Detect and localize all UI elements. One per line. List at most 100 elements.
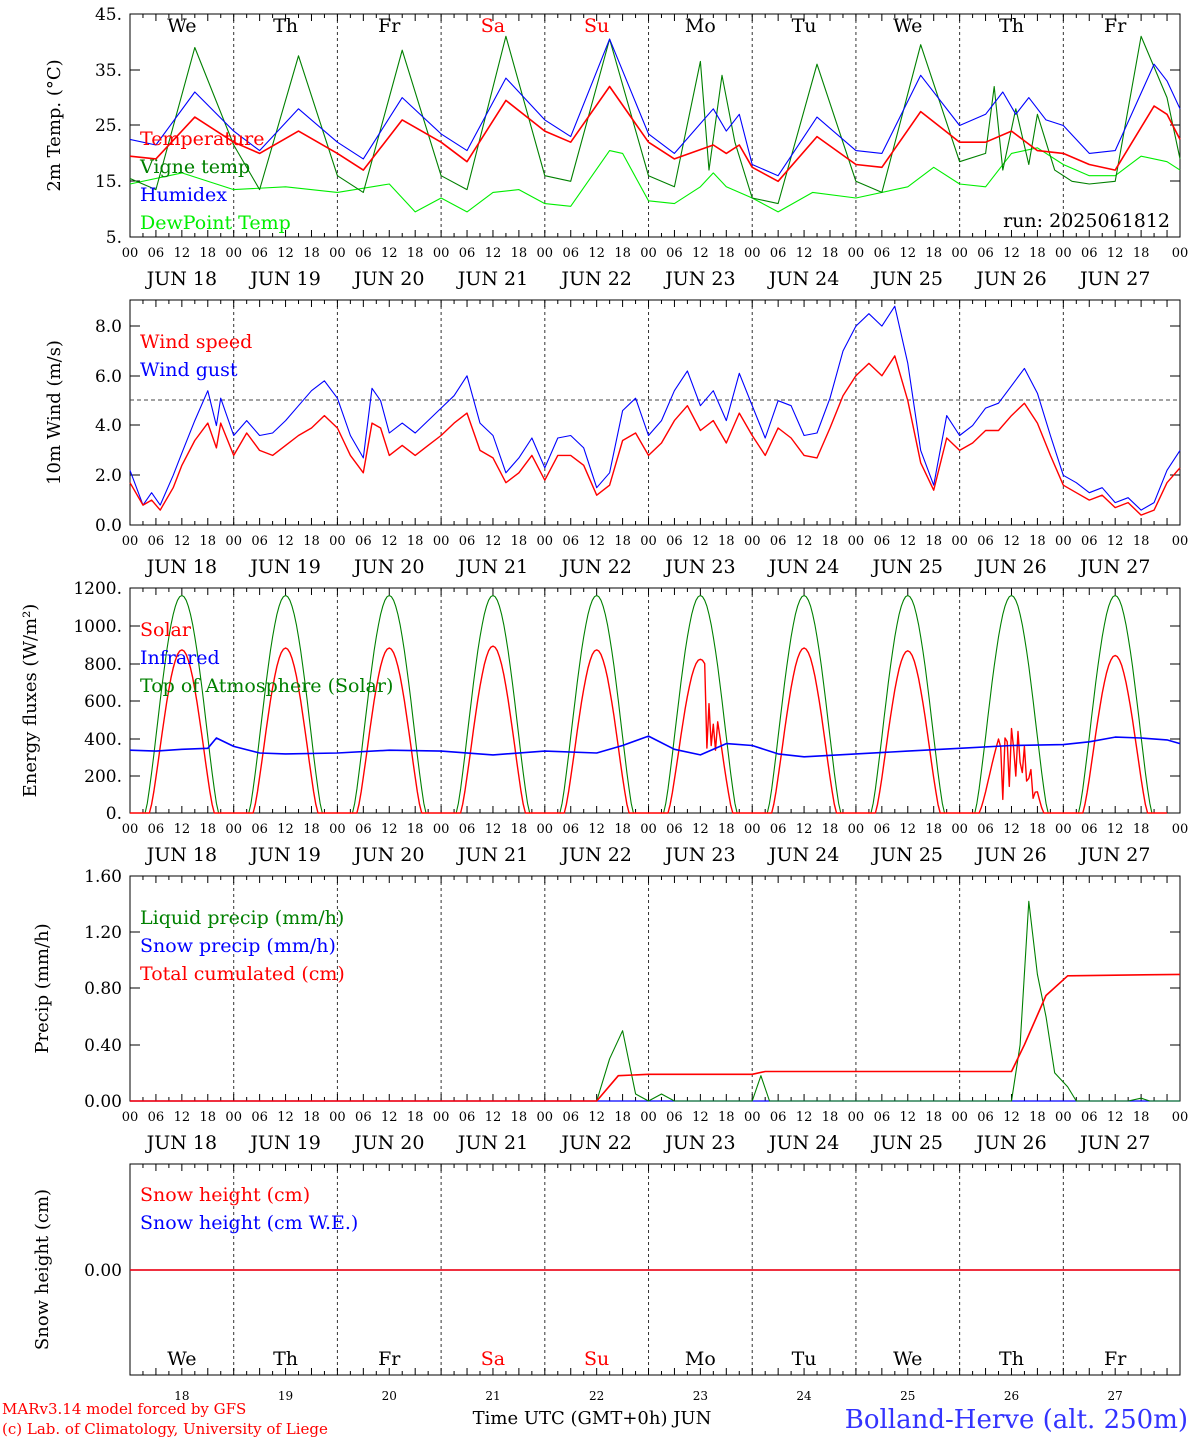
hour-tick-label: 12 (796, 534, 813, 549)
hour-tick-label: 06 (251, 1110, 268, 1125)
y-axis-label: Snow height (cm) (32, 1189, 53, 1350)
hour-tick-label: 00 (122, 246, 139, 261)
hour-tick-label: 00 (744, 1110, 761, 1125)
weekday-label: Th (999, 15, 1024, 37)
hour-tick-label: 18 (511, 246, 528, 261)
hour-tick-label: 12 (174, 534, 191, 549)
y-tick-label: 400. (84, 730, 122, 750)
date-label: JUN 23 (663, 844, 735, 866)
hour-tick-label: 00 (537, 246, 554, 261)
weekday-label: Tu (792, 1348, 817, 1370)
hour-tick-label: 12 (796, 246, 813, 261)
panel-frame (129, 587, 1181, 814)
series-line (130, 900, 1180, 1102)
day-number-label: 25 (900, 1389, 915, 1403)
hour-tick-label: 00 (640, 534, 657, 549)
hour-tick-label: 06 (874, 822, 891, 837)
day-number-label: 18 (174, 1389, 189, 1403)
y-tick-label: 15. (95, 172, 122, 192)
date-label: JUN 25 (871, 268, 943, 290)
hour-tick-label: 12 (692, 246, 709, 261)
station-name: Bolland-Herve (alt. 250m) (845, 1405, 1188, 1435)
hour-tick-label: 00 (225, 1110, 242, 1125)
hour-tick-label: 18 (1029, 246, 1046, 261)
hour-tick-label: 18 (407, 534, 424, 549)
hour-tick-label: 12 (796, 822, 813, 837)
hour-tick-label: 18 (511, 534, 528, 549)
footer-credit-line: (c) Lab. of Climatology, University of L… (2, 1420, 328, 1438)
hour-tick-label: 00 (951, 1110, 968, 1125)
panel-5: 0.00 Snow height (cm) We Th Fr Sa Su Mo Tu We Th Fr… (32, 1163, 1181, 1403)
hour-tick-label: 12 (381, 822, 398, 837)
weekday-label: We (167, 15, 196, 37)
hour-tick-label: 12 (1107, 1110, 1124, 1125)
date-label: JUN 21 (456, 556, 528, 578)
hour-tick-label: 00 (433, 246, 450, 261)
hour-tick-label: 12 (900, 246, 917, 261)
hour-tick-label: 06 (770, 1110, 787, 1125)
hour-tick-label: 06 (562, 822, 579, 837)
hour-tick-label: 18 (1133, 822, 1150, 837)
hour-tick-label: 06 (459, 246, 476, 261)
weekday-label: Th (273, 15, 298, 37)
hour-tick-label: 06 (355, 534, 372, 549)
date-label: JUN 25 (871, 844, 943, 866)
hour-tick-label: 06 (251, 534, 268, 549)
y-tick-label: 35. (95, 61, 122, 81)
date-label: JUN 19 (248, 1132, 320, 1154)
hour-tick-label: 00 (640, 1110, 657, 1125)
hour-tick-label: 12 (485, 822, 502, 837)
hour-tick-label: 12 (277, 534, 294, 549)
weekday-label: We (893, 1348, 922, 1370)
hour-tick-label: 06 (1081, 246, 1098, 261)
hour-tick-label: 12 (174, 246, 191, 261)
hour-tick-label: 00 (537, 1110, 554, 1125)
hour-tick-label: 06 (977, 1110, 994, 1125)
hour-tick-label: 06 (874, 246, 891, 261)
run-label: run: 2025061812 (1003, 210, 1170, 232)
date-label: JUN 26 (974, 268, 1046, 290)
hour-tick-label: 18 (511, 1110, 528, 1125)
panel-4: 1.60 1.20 0.80 0.40 0.00 Precip (mm/h) 00 06 12 1… (32, 867, 1188, 1154)
hour-tick-label: 06 (1081, 1110, 1098, 1125)
y-tick-label: 6.0 (95, 367, 122, 387)
date-label: JUN 20 (352, 844, 424, 866)
hour-tick-label: 12 (588, 1110, 605, 1125)
hour-tick-label: 00 (1172, 534, 1189, 549)
date-label: JUN 19 (248, 556, 320, 578)
panel-frame (129, 299, 1181, 526)
hour-tick-label: 06 (770, 822, 787, 837)
y-tick-label: 4.0 (95, 416, 122, 436)
weekday-label: Th (273, 1348, 298, 1370)
y-tick-label: 25. (95, 116, 122, 136)
y-axis-label: 2m Temp. (°C) (44, 59, 65, 191)
x-axis-label: Time UTC (GMT+0h) JUN (473, 1408, 712, 1429)
date-label: JUN 26 (974, 1132, 1046, 1154)
hour-tick-label: 12 (277, 1110, 294, 1125)
hour-tick-label: 00 (848, 246, 865, 261)
hour-tick-label: 12 (1003, 1110, 1020, 1125)
date-label: JUN 22 (559, 268, 631, 290)
hour-tick-label: 00 (640, 822, 657, 837)
y-tick-label: 1.60 (84, 867, 122, 887)
legend-entry: DewPoint Temp (140, 212, 291, 234)
hour-tick-label: 00 (744, 534, 761, 549)
day-number-label: 23 (693, 1389, 708, 1403)
date-label: JUN 23 (663, 556, 735, 578)
hour-tick-label: 06 (666, 1110, 683, 1125)
y-tick-label: 8.0 (95, 317, 122, 337)
hour-tick-label: 00 (537, 822, 554, 837)
y-tick-label: 200. (84, 767, 122, 787)
hour-tick-label: 06 (459, 1110, 476, 1125)
panel-2: 8.0 6.0 4.0 2.0 0.0 10m Wind (m/s) 00 06 12 18 00 0… (44, 299, 1189, 578)
hour-tick-label: 12 (1003, 246, 1020, 261)
legend-entry: Solar (140, 619, 192, 641)
date-label: JUN 27 (1078, 556, 1150, 578)
date-label: JUN 22 (559, 556, 631, 578)
y-tick-label: 1200. (73, 579, 122, 599)
hour-tick-label: 12 (1107, 246, 1124, 261)
hour-tick-label: 18 (200, 1110, 217, 1125)
hour-tick-label: 18 (925, 534, 942, 549)
hour-tick-label: 18 (718, 534, 735, 549)
date-label: JUN 19 (248, 268, 320, 290)
